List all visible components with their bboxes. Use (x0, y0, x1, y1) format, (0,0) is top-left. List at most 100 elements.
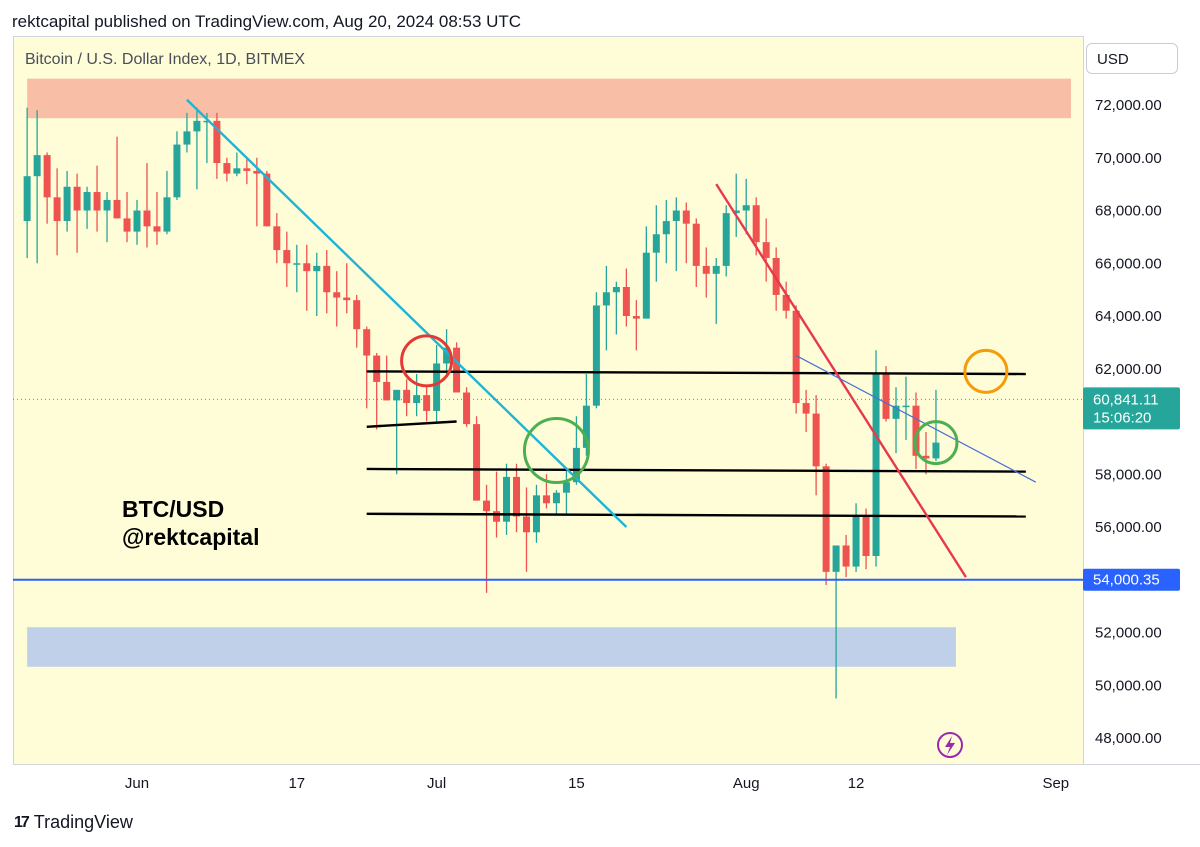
candle-up (313, 265, 321, 272)
candle-up (562, 482, 570, 493)
candle-down (53, 197, 61, 222)
candle-up (872, 374, 880, 557)
candle-up (712, 265, 720, 274)
candle-down (323, 265, 331, 293)
price-tick-label: 72,000.00 (1095, 97, 1162, 114)
time-tick-label: 17 (288, 775, 305, 792)
candle-down (922, 455, 930, 459)
bar-countdown: 15:06:20 (1093, 409, 1151, 426)
marked-level-value: 54,000.35 (1093, 572, 1160, 589)
support-zone (27, 627, 956, 667)
candle-down (483, 500, 491, 512)
candle-down (463, 392, 471, 425)
horizontal-level-line[interactable] (366, 512, 1026, 518)
candle-down (542, 495, 550, 504)
candle-up (33, 155, 41, 177)
candle-down (453, 347, 461, 393)
time-axis-panel[interactable] (13, 764, 1200, 801)
candle-down (213, 120, 221, 164)
candle-up (103, 199, 111, 211)
footer: 17 TradingView (14, 812, 133, 833)
highlight-circle[interactable] (963, 348, 1009, 394)
time-tick-label: Jul (427, 775, 446, 792)
candle-up (203, 120, 211, 123)
candle-up (832, 545, 840, 572)
candle-up (293, 263, 301, 265)
candle-down (403, 389, 411, 404)
time-tick-label: Jun (125, 775, 149, 792)
symbol-title: Bitcoin / U.S. Dollar Index, 1D, BITMEX (25, 51, 306, 68)
price-tick-label: 58,000.00 (1095, 466, 1162, 483)
price-tick-label: 52,000.00 (1095, 625, 1162, 642)
trend-line[interactable] (795, 355, 1037, 483)
horizontal-level-line[interactable] (366, 370, 1026, 376)
highlight-circle[interactable] (400, 334, 454, 388)
price-tick-label: 68,000.00 (1095, 203, 1162, 220)
candle-up (83, 192, 91, 211)
candle-down (143, 210, 151, 227)
marked-level-tag (1083, 568, 1180, 591)
price-tick-label: 66,000.00 (1095, 255, 1162, 272)
candle-down (273, 226, 281, 251)
candle-down (243, 168, 251, 171)
current-price-tag (1083, 387, 1180, 430)
candle-down (513, 476, 521, 517)
candle-down (473, 424, 481, 501)
candle-down (912, 405, 920, 456)
highlight-circle[interactable] (913, 420, 959, 466)
price-tick-label: 56,000.00 (1095, 519, 1162, 536)
candle-up (133, 210, 141, 232)
published-header: rektcapital published on TradingView.com… (12, 12, 522, 31)
price-tick-label: 70,000.00 (1095, 150, 1162, 167)
candle-down (812, 413, 820, 467)
tradingview-logo-icon: 17 (14, 813, 30, 831)
horizontal-level-line[interactable] (366, 467, 1026, 473)
candle-down (802, 403, 810, 414)
candle-down (353, 300, 361, 330)
time-tick-label: 15 (568, 775, 585, 792)
candle-up (582, 405, 590, 448)
trend-line[interactable] (715, 183, 967, 578)
candle-up (433, 363, 441, 411)
candle-up (163, 197, 171, 232)
currency-button[interactable]: USD (1086, 43, 1178, 74)
price-tick-label: 50,000.00 (1095, 677, 1162, 694)
candle-up (902, 405, 910, 408)
candle-down (43, 155, 51, 198)
candle-up (742, 205, 750, 211)
candle-up (23, 176, 31, 222)
candle-up (892, 405, 900, 419)
candle-down (263, 173, 271, 227)
candle-down (702, 265, 710, 274)
candle-up (393, 389, 401, 401)
candle-down (882, 374, 890, 419)
candle-down (253, 170, 261, 174)
candle-up (193, 120, 201, 132)
footer-brand: TradingView (33, 812, 133, 832)
candle-up (443, 347, 451, 364)
candle-up (183, 131, 191, 145)
candle-down (792, 310, 800, 404)
candle-up (612, 286, 620, 293)
candle-down (113, 199, 121, 219)
candle-down (782, 294, 790, 311)
current-price-value: 60,841.11 (1093, 391, 1159, 408)
trend-line[interactable] (186, 98, 628, 528)
highlight-circle[interactable] (522, 417, 590, 485)
candle-up (552, 492, 560, 504)
lightning-icon[interactable] (937, 732, 963, 758)
candle-down (822, 466, 830, 572)
candle-down (622, 286, 630, 316)
horizontal-level-line[interactable] (366, 420, 457, 428)
candle-down (692, 223, 700, 266)
price-tick-label: 62,000.00 (1095, 361, 1162, 378)
candle-up (63, 186, 71, 222)
candle-down (363, 329, 371, 356)
candle-up (652, 234, 660, 253)
candle-up (592, 305, 600, 406)
candle-down (153, 226, 161, 232)
candle-up (722, 213, 730, 266)
candle-down (93, 192, 101, 211)
candle-down (283, 250, 291, 264)
